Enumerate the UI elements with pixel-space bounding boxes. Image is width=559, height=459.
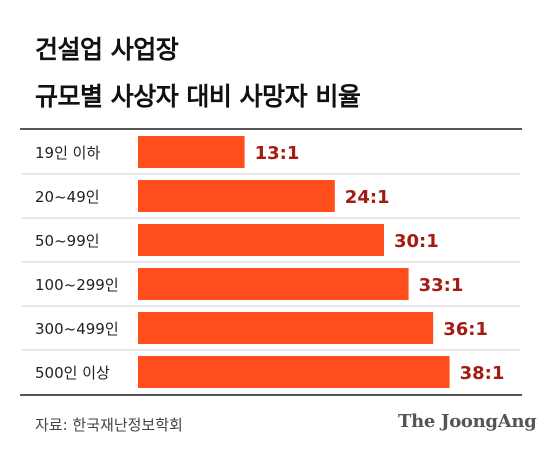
bar (138, 312, 434, 344)
bar (138, 356, 450, 388)
value-label: 38:1 (460, 363, 505, 384)
chart-title-line-2: 규모별 사상자 대비 사망자 비율 (35, 82, 361, 111)
category-label: 50~99인 (35, 232, 100, 250)
value-label: 24:1 (345, 187, 390, 208)
source-note: 자료: 한국재난정보학회 (35, 416, 183, 434)
category-label: 20~49인 (35, 188, 100, 206)
top-rule (20, 128, 522, 130)
category-label: 300~499인 (35, 320, 119, 338)
bar (138, 268, 409, 300)
bar (138, 180, 335, 212)
publisher-logo: The JoongAng (398, 411, 537, 432)
value-label: 33:1 (419, 275, 464, 296)
chart-title-line-1: 건설업 사업장 (35, 35, 179, 64)
bottom-rule (20, 394, 522, 396)
value-label: 36:1 (443, 319, 488, 340)
bar (138, 136, 245, 168)
bar (138, 224, 384, 256)
value-label: 13:1 (255, 143, 300, 164)
category-label: 500인 이상 (35, 364, 110, 382)
category-label: 100~299인 (35, 276, 119, 294)
value-label: 30:1 (394, 231, 439, 252)
category-label: 19인 이하 (35, 144, 100, 162)
